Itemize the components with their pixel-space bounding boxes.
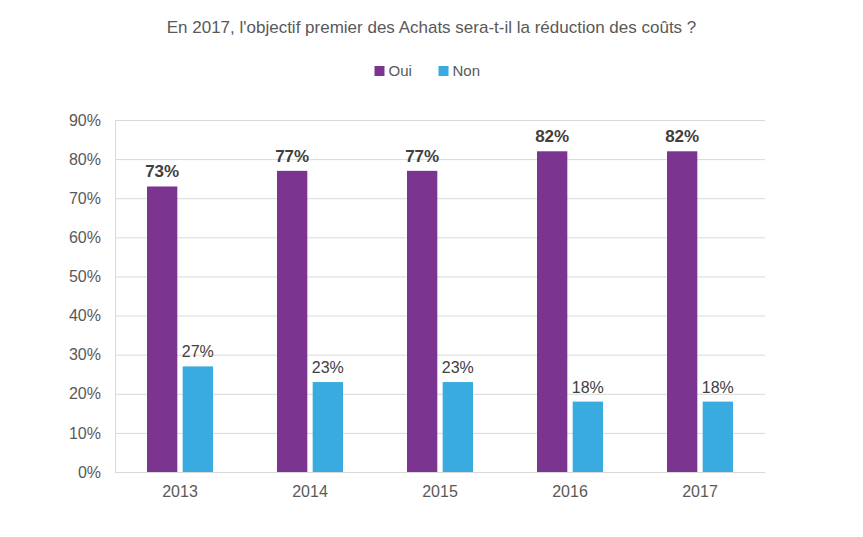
x-tick: 2015 — [422, 472, 458, 500]
legend-swatch — [375, 66, 385, 76]
bars — [147, 151, 733, 472]
y-tick-label: 90% — [69, 112, 101, 129]
bar — [313, 382, 343, 472]
data-label: 27% — [182, 343, 214, 360]
y-tick-label: 70% — [69, 190, 101, 207]
data-label: 77% — [275, 147, 309, 166]
data-label: 82% — [665, 127, 699, 146]
x-tick: 2016 — [552, 472, 588, 500]
legend-item: Oui — [375, 62, 412, 79]
data-label: 23% — [442, 359, 474, 376]
chart: En 2017, l'objectif premier des Achats s… — [0, 0, 863, 537]
legend-label: Oui — [389, 62, 412, 79]
x-tick-label: 2015 — [422, 483, 458, 500]
y-tick-label: 80% — [69, 151, 101, 168]
bar — [183, 366, 213, 472]
y-tick-label: 30% — [69, 346, 101, 363]
data-label: 18% — [702, 379, 734, 396]
y-tick-label: 60% — [69, 229, 101, 246]
x-tick: 2014 — [292, 472, 328, 500]
legend: Oui Non — [375, 62, 481, 79]
data-labels: 73% 77% 77% 82% 82% 27% 23% 23% 18% 18% — [145, 127, 734, 395]
title: En 2017, l'objectif premier des Achats s… — [167, 18, 697, 37]
data-label: 77% — [405, 147, 439, 166]
y-tick-label: 10% — [69, 425, 101, 442]
data-label: 73% — [145, 162, 179, 181]
x-tick-label: 2017 — [682, 483, 718, 500]
grid-line — [115, 120, 765, 121]
bar — [147, 186, 177, 472]
y-tick-label: 40% — [69, 307, 101, 324]
bar — [443, 382, 473, 472]
y-tick-label: 50% — [69, 268, 101, 285]
x-tick: 2013 — [162, 472, 198, 500]
x-axis: 2013 2014 2015 2016 2017 — [116, 472, 766, 500]
legend-swatch — [439, 66, 449, 76]
data-label: 18% — [572, 379, 604, 396]
x-tick-label: 2013 — [162, 483, 198, 500]
y-tick: 90% — [69, 112, 765, 129]
bar — [703, 402, 733, 472]
plot: 0%10%20%30%40%50%60%70%80%90%20132014201… — [69, 112, 766, 501]
legend-item: Non — [439, 62, 481, 79]
y-tick-label: 0% — [78, 464, 101, 481]
data-label: 23% — [312, 359, 344, 376]
bar — [407, 171, 437, 472]
x-axis-line — [116, 472, 766, 473]
y-tick-label: 20% — [69, 385, 101, 402]
legend-label: Non — [453, 62, 481, 79]
bar — [667, 151, 697, 472]
x-tick-label: 2014 — [292, 483, 328, 500]
bar — [573, 402, 603, 472]
y-axis-line — [115, 121, 116, 473]
grid-line — [115, 472, 765, 473]
x-tick: 2017 — [682, 472, 718, 500]
y-axis: 0% 10% 20% 30% 40% 50% 60% 70% 80% 90% — [69, 112, 765, 481]
x-tick-label: 2016 — [552, 483, 588, 500]
bar — [277, 171, 307, 472]
bar — [537, 151, 567, 472]
data-label: 82% — [535, 127, 569, 146]
